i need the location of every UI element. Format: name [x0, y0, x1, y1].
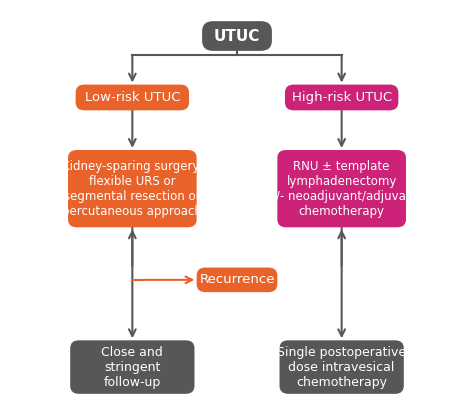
- Text: High-risk UTUC: High-risk UTUC: [292, 91, 392, 104]
- Text: Low-risk UTUC: Low-risk UTUC: [84, 91, 180, 104]
- FancyBboxPatch shape: [280, 340, 404, 394]
- FancyBboxPatch shape: [285, 85, 398, 110]
- FancyBboxPatch shape: [202, 21, 272, 51]
- Text: UTUC: UTUC: [214, 28, 260, 43]
- Text: Close and
stringent
follow-up: Close and stringent follow-up: [101, 346, 163, 389]
- FancyBboxPatch shape: [70, 340, 194, 394]
- FancyBboxPatch shape: [197, 268, 277, 292]
- Text: Single postoperative
dose intravesical
chemotherapy: Single postoperative dose intravesical c…: [277, 346, 406, 389]
- FancyBboxPatch shape: [277, 150, 406, 227]
- Text: Recurrence: Recurrence: [199, 273, 275, 286]
- FancyBboxPatch shape: [76, 85, 189, 110]
- FancyBboxPatch shape: [68, 150, 197, 227]
- Text: RNU ± template
lymphadenectomy
+/- neoadjuvant/adjuvant
chemotherapy: RNU ± template lymphadenectomy +/- neoad…: [265, 160, 418, 218]
- Text: Kidney-sparing surgery:
flexible URS or
segmental resection or
percutaneous appr: Kidney-sparing surgery: flexible URS or …: [62, 160, 203, 218]
